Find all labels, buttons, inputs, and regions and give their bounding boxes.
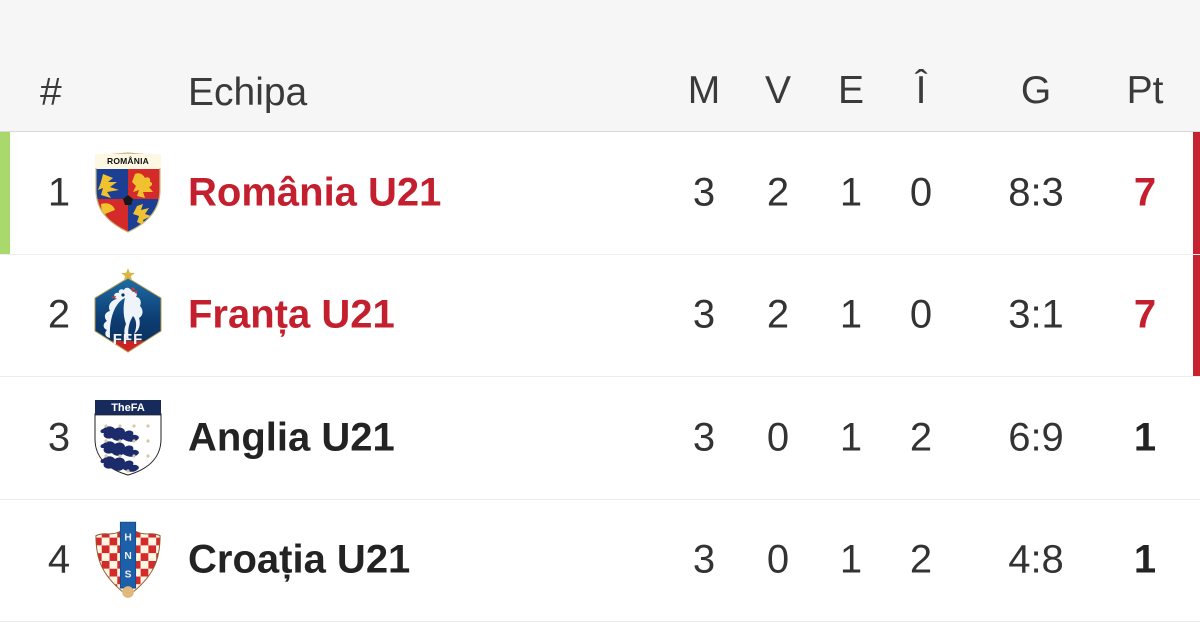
svg-text:H: H: [124, 533, 131, 544]
svg-text:N: N: [124, 551, 131, 562]
svg-text:S: S: [125, 570, 132, 581]
svg-text:FFF: FFF: [113, 331, 144, 348]
svg-text:ROMÂNIA: ROMÂNIA: [107, 155, 149, 166]
svg-text:TheFA: TheFA: [111, 402, 145, 414]
